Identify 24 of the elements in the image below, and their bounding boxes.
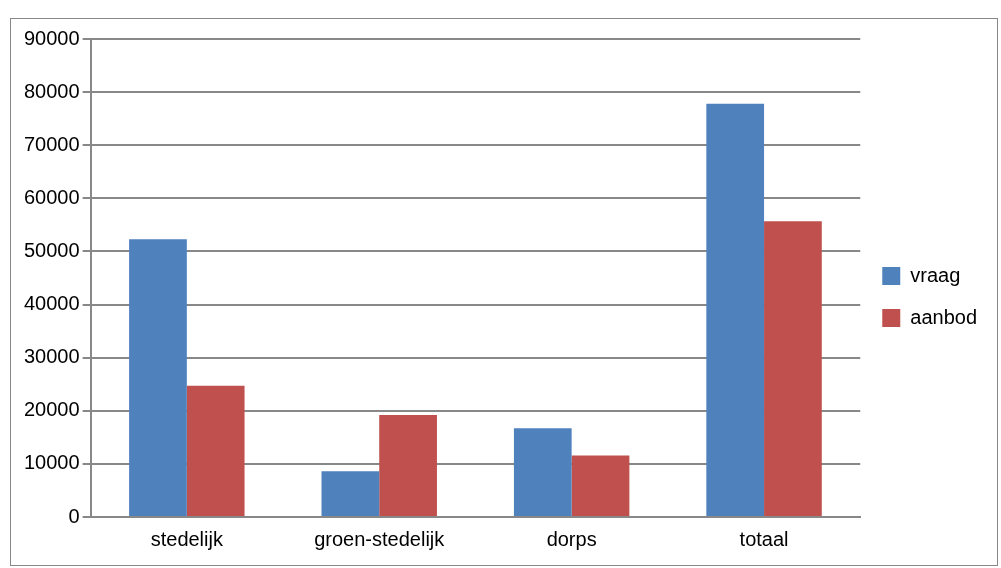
y-tick-label: 10000	[23, 451, 80, 474]
y-tick-label: 30000	[23, 345, 80, 368]
x-tick-label: stedelijk	[150, 527, 224, 550]
y-tick-label: 50000	[23, 238, 80, 261]
bar	[129, 239, 187, 516]
x-tick-label: groen-stedelijk	[314, 527, 446, 550]
x-tick-label: totaal	[739, 527, 789, 550]
y-tick-label: 80000	[23, 79, 80, 102]
legend-label: aanbod	[910, 305, 978, 328]
y-tick-label: 40000	[23, 292, 80, 315]
y-tick-label: 20000	[23, 398, 80, 421]
y-tick-label: 70000	[23, 132, 80, 155]
x-tick-label: dorps	[546, 527, 597, 550]
legend-label: vraag	[910, 263, 961, 286]
y-tick-label: 0	[68, 504, 80, 527]
bar	[513, 428, 572, 516]
bar	[186, 385, 245, 516]
y-tick-label: 90000	[23, 26, 80, 49]
bar	[764, 221, 822, 516]
bar	[379, 415, 437, 516]
bar	[571, 455, 630, 516]
bar	[321, 471, 380, 516]
bar	[706, 103, 765, 516]
y-tick-label: 60000	[23, 185, 80, 208]
